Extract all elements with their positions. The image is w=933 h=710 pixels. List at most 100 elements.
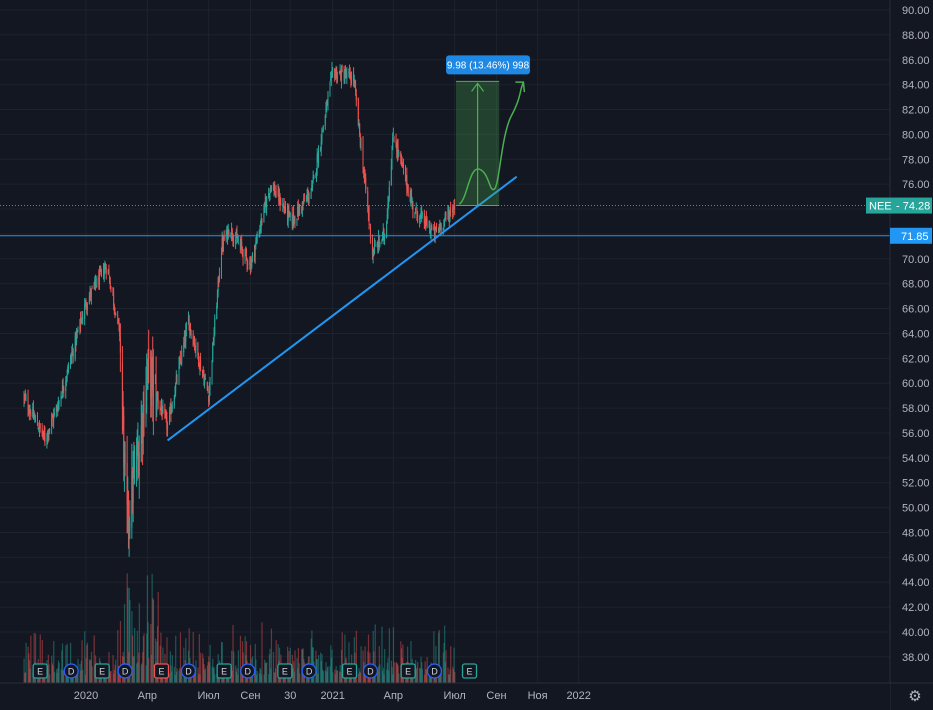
candle-body	[105, 267, 107, 273]
candle-body	[258, 234, 260, 237]
candle-body	[353, 73, 355, 81]
volume-bar	[90, 659, 92, 683]
candle-body	[47, 431, 49, 438]
volume-bar	[132, 635, 134, 683]
candle-body	[419, 214, 421, 219]
candle-body	[76, 332, 78, 334]
candle-body	[407, 185, 409, 196]
candle-body	[339, 72, 341, 74]
volume-bar	[359, 672, 362, 683]
candle-body	[293, 216, 295, 224]
volume-bar	[225, 674, 227, 683]
candle-body	[412, 203, 414, 211]
price-tick: 60.00	[902, 378, 930, 390]
volume-bar	[421, 669, 424, 683]
volume-bar	[34, 633, 37, 683]
volume-bar	[438, 630, 440, 683]
price-tick: 42.00	[902, 602, 930, 614]
candle-body	[357, 98, 359, 124]
candle-body	[444, 212, 446, 218]
candle-body	[103, 270, 105, 279]
volume-bar	[326, 667, 328, 683]
volume-bar	[221, 642, 223, 683]
volume-bar	[334, 674, 337, 683]
candle-body	[377, 242, 379, 250]
candle-body	[90, 292, 92, 297]
candle-body	[335, 70, 337, 75]
volume-bar	[49, 674, 51, 683]
candle-body	[86, 304, 88, 310]
volume-bar	[277, 644, 279, 683]
volume-bar	[171, 655, 173, 683]
volume-bar	[81, 640, 83, 683]
candle-body	[369, 224, 371, 226]
candle-body	[94, 280, 96, 286]
candle-body	[204, 377, 206, 380]
candle-body	[344, 71, 346, 76]
candle-body	[151, 363, 153, 365]
candle-body	[199, 360, 201, 370]
candle-body	[297, 206, 299, 215]
candle-body	[392, 137, 394, 151]
candle-body	[53, 411, 55, 416]
volume-bar	[75, 671, 77, 683]
volume-bar	[374, 624, 376, 683]
candle-body	[336, 75, 338, 82]
candle-body	[80, 317, 82, 326]
gear-icon[interactable]: ⚙	[908, 688, 922, 705]
candle-body	[322, 130, 324, 132]
candle-body	[329, 82, 331, 96]
candle-body	[279, 196, 281, 206]
candle-body	[284, 210, 286, 212]
volume-bar	[322, 671, 324, 683]
candle-body	[188, 318, 190, 331]
candle-body	[101, 268, 103, 272]
candle-body	[23, 395, 25, 400]
price-tick: 56.00	[902, 428, 930, 440]
price-tick: 48.00	[902, 527, 930, 539]
volume-bar	[27, 646, 29, 683]
candle-body	[209, 377, 211, 391]
candle-body	[396, 145, 398, 154]
volume-bar	[438, 632, 440, 683]
volume-bar	[386, 669, 388, 683]
candle-body	[269, 188, 271, 194]
volume-bar	[148, 658, 150, 683]
last-price-label-bg	[866, 197, 932, 214]
volume-bar	[245, 641, 248, 683]
candle-body	[400, 156, 402, 163]
volume-bar	[388, 628, 390, 683]
candle-body	[175, 383, 177, 392]
candle-body	[254, 246, 256, 258]
candle-body	[202, 371, 204, 376]
volume-bar	[362, 650, 364, 683]
candle-body	[445, 214, 447, 216]
volume-bar	[188, 628, 190, 683]
candle-body	[251, 257, 253, 266]
candle-body	[388, 197, 390, 202]
volume-bar	[419, 667, 421, 683]
event-earnings	[94, 663, 110, 679]
candle-body	[218, 274, 220, 282]
volume-bar	[138, 603, 140, 683]
volume-bar	[24, 672, 27, 683]
candle-body	[141, 415, 143, 435]
candle-body	[424, 225, 426, 227]
volume-bar	[428, 673, 430, 683]
candle-body	[132, 472, 134, 503]
candle-body	[89, 290, 91, 297]
volume-bar	[93, 635, 95, 683]
candle-body	[402, 164, 404, 168]
volume-bar	[231, 670, 233, 683]
time-tick: Апр	[384, 690, 403, 702]
candle-body	[386, 214, 388, 221]
candle-body	[176, 376, 178, 382]
candle-body	[51, 418, 53, 427]
candle-body	[288, 210, 290, 212]
volume-bar	[112, 655, 114, 683]
event-dividend	[180, 663, 197, 679]
volume-bar	[265, 662, 267, 683]
price-tick: 40.00	[902, 627, 930, 639]
time-tick: Июл	[197, 690, 219, 702]
